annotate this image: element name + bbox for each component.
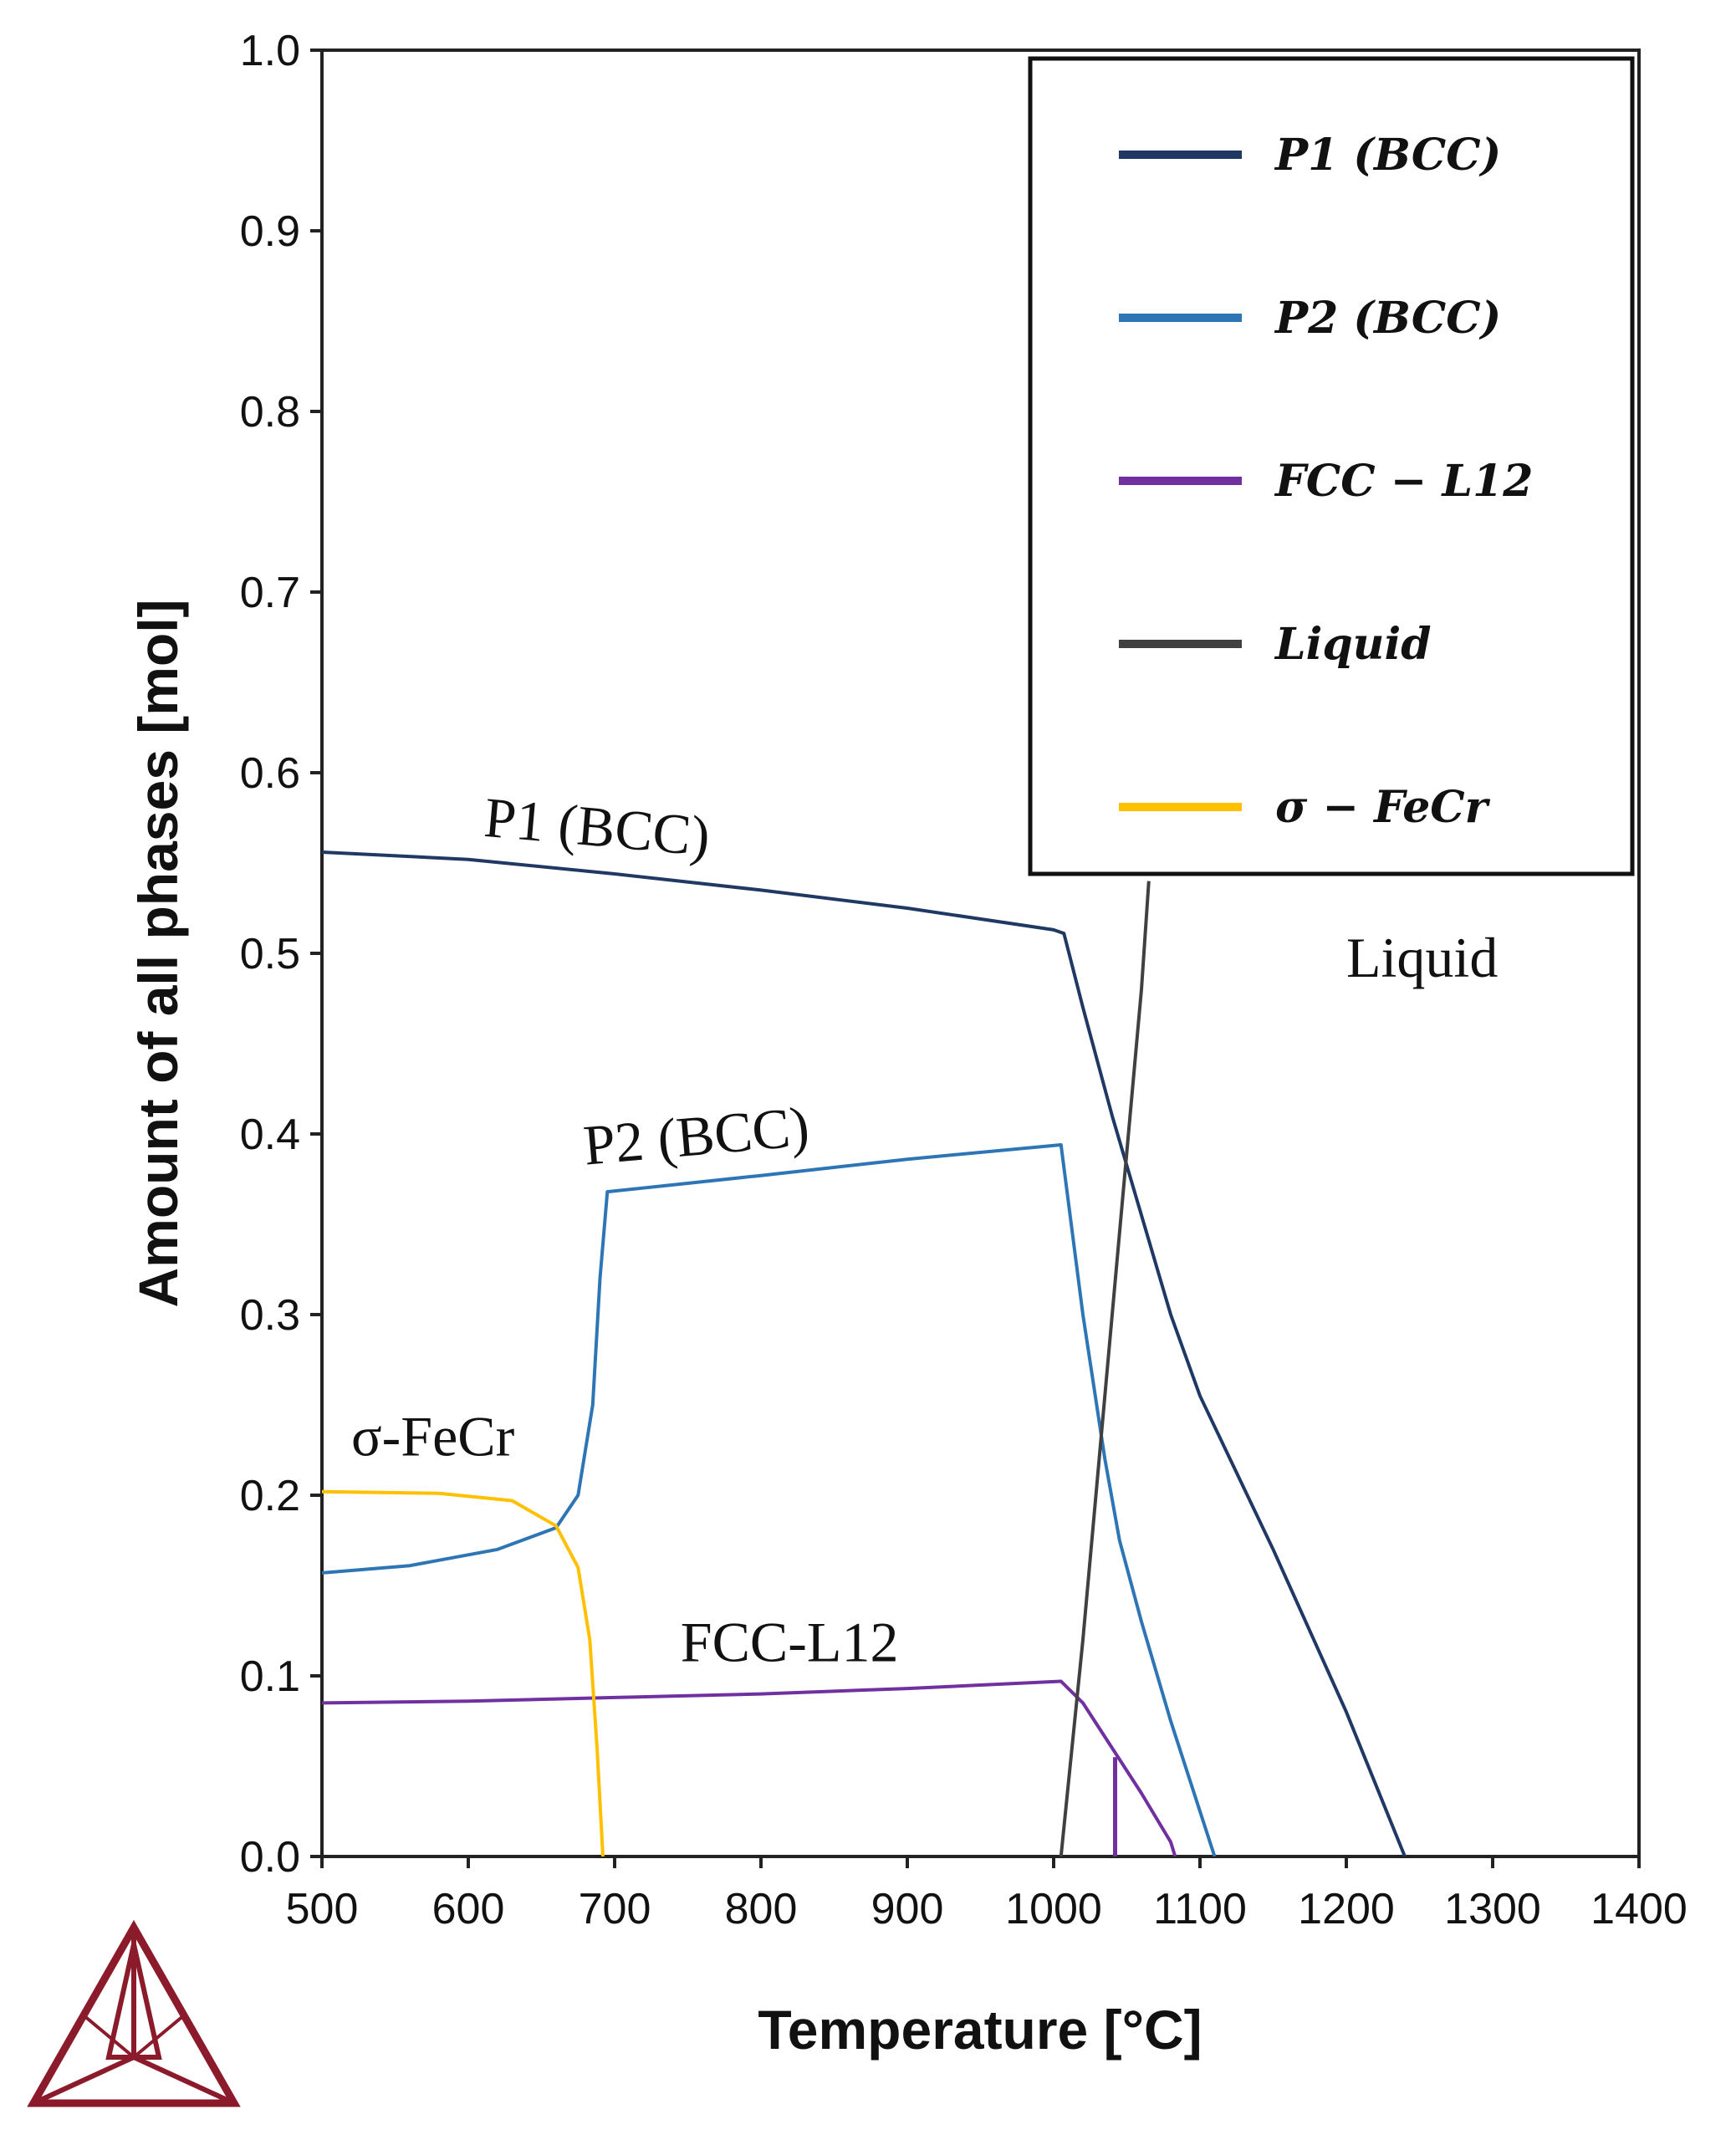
legend-box xyxy=(1028,56,1635,876)
thermo-calc-logo xyxy=(27,1919,241,2107)
series-line-p1 xyxy=(322,850,1407,1856)
y-tick-label: 0.3 xyxy=(240,1291,300,1340)
legend-label: FCC − L12 xyxy=(1274,456,1533,507)
y-tick-label: 0.9 xyxy=(240,207,300,256)
annotation-label: P2 (BCC) xyxy=(581,1094,812,1177)
series-line-fcc xyxy=(322,1679,1177,1856)
y-tick-label: 0.6 xyxy=(240,749,300,798)
series-layer xyxy=(322,850,1407,1856)
x-tick-label: 500 xyxy=(286,1885,359,1933)
y-axis: 0.0 0.1 0.2 0.3 0.4 0.5 0.6 0.7 0.8 0.9 1.0 xyxy=(240,27,322,1882)
y-tick-label: 0.0 xyxy=(240,1833,300,1882)
x-tick-label: 800 xyxy=(725,1885,798,1933)
legend-label: σ − FeCr xyxy=(1275,782,1491,833)
legend-label: P1 (BCC) xyxy=(1274,130,1501,181)
series-line-p2 xyxy=(322,1143,1217,1856)
series-line-sigma xyxy=(322,1489,605,1856)
y-tick-label: 0.8 xyxy=(240,388,300,437)
legend: P1 (BCC) P2 (BCC) FCC − L12 Liquid σ − FeCr xyxy=(1028,56,1635,876)
x-tick-label: 1300 xyxy=(1444,1885,1541,1933)
series-line-liquid xyxy=(1059,881,1151,1856)
annotation-label: σ-FeCr xyxy=(351,1404,515,1468)
legend-label: Liquid xyxy=(1274,619,1432,670)
legend-label: P2 (BCC) xyxy=(1274,293,1501,344)
y-tick-label: 0.2 xyxy=(240,1472,300,1520)
annotation-label: P1 (BCC) xyxy=(482,785,712,868)
annotation-label: FCC-L12 xyxy=(681,1611,899,1674)
y-tick-label: 1.0 xyxy=(240,27,300,75)
x-tick-label: 900 xyxy=(871,1885,944,1933)
x-tick-label: 600 xyxy=(432,1885,505,1933)
y-tick-label: 0.5 xyxy=(240,930,300,978)
annotation-label: Liquid xyxy=(1346,926,1498,989)
y-tick-label: 0.1 xyxy=(240,1652,300,1701)
y-axis-title: Amount of all phases [mol] xyxy=(127,599,189,1307)
y-tick-label: 0.7 xyxy=(240,569,300,617)
x-tick-label: 700 xyxy=(579,1885,651,1933)
y-tick-label: 0.4 xyxy=(240,1111,300,1159)
x-tick-label: 1100 xyxy=(1153,1885,1247,1933)
x-axis: 500 600 700 800 900 1000 1100 1200 1300 1400 xyxy=(286,1856,1687,1933)
x-tick-label: 1400 xyxy=(1590,1885,1687,1933)
x-axis-title: Temperature [°C] xyxy=(758,1999,1202,2061)
x-tick-label: 1000 xyxy=(1005,1885,1102,1933)
x-tick-label: 1200 xyxy=(1298,1885,1395,1933)
